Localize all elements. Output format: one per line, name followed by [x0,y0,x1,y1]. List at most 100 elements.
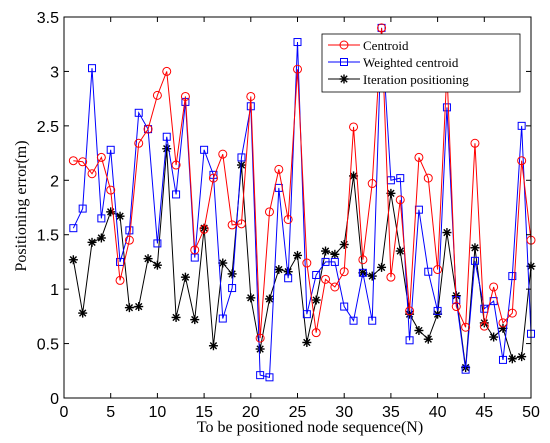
square-marker [293,38,302,47]
star-marker [143,254,153,264]
series-line-centroid [73,27,532,339]
star-marker [106,207,116,217]
circle-marker [367,179,377,189]
square-marker [265,373,274,382]
legend-item-iteration-positioning: Iteration positioning [328,72,469,87]
legend-item-centroid: Centroid [328,38,409,53]
star-marker [274,265,284,275]
square-marker [218,314,227,323]
circle-marker [87,169,97,179]
x-tick-label: 50 [522,404,540,421]
circle-marker [302,258,312,268]
circle-marker [293,64,302,74]
y-tick-label: 0.5 [37,337,59,354]
x-tick-label: 30 [335,404,353,421]
square-marker [321,257,330,266]
star-marker [134,302,144,312]
x-tick-label: 15 [195,404,213,421]
square-marker [302,310,311,319]
circle-marker [143,124,153,134]
circle-marker [414,152,424,162]
y-axis-title: Positioning error(m) [13,140,30,271]
circle-marker [264,207,274,217]
circle-marker [106,185,116,195]
star-marker [302,337,312,347]
star-marker [293,250,302,260]
circle-marker [339,267,349,277]
star-marker [227,269,237,279]
star-marker [180,272,190,282]
star-marker [246,293,256,303]
square-marker [330,257,339,266]
square-marker [172,190,181,199]
legend-label: Iteration positioning [363,72,469,87]
square-marker [125,226,134,235]
legend: Centroid Weighted centroid Iteration posit… [321,33,521,93]
x-tick-label: 40 [429,404,447,421]
star-marker [255,344,265,354]
star-marker [395,246,405,256]
circle-marker [461,322,471,332]
square-marker [340,302,349,311]
star-marker [68,255,78,265]
star-marker [507,354,517,364]
circle-marker [162,66,172,76]
y-tick-label: 3 [50,64,59,81]
square-marker [461,365,470,374]
star-marker [377,262,387,272]
y-tick-label: 2.5 [37,119,59,136]
star-marker [190,315,200,325]
square-marker [470,256,479,265]
square-marker [312,270,321,279]
square-marker [97,214,106,223]
y-tick-label: 1 [50,282,59,299]
circle-marker [321,274,331,284]
square-marker [228,284,237,293]
series-layer [68,23,536,382]
star-marker [171,312,181,322]
circle-marker [498,318,508,328]
square-marker [480,304,489,313]
x-tick-label: 0 [60,404,69,421]
square-marker [162,132,171,141]
circle-marker [171,160,181,170]
circle-marker [451,302,461,312]
square-marker [69,224,78,233]
star-marker [208,341,218,351]
legend-box [321,33,521,93]
circle-marker [311,328,321,338]
square-marker [349,316,358,325]
circle-marker [115,275,125,285]
square-marker [517,121,526,130]
y-tick-label: 1.5 [37,228,59,245]
square-marker [358,268,367,277]
square-marker [237,153,246,162]
legend-label: Weighted centroid [363,55,459,70]
legend-item-weighted-centroid: Weighted centroid [328,55,459,70]
x-axis-title: To be positioned node sequence(N) [197,419,423,436]
circle-marker [124,235,134,245]
star-marker [96,233,106,243]
star-marker [321,246,331,256]
square-marker [78,204,87,213]
square-marker [405,336,414,345]
series-centroid [68,23,536,343]
square-marker [424,267,433,276]
square-marker [153,239,162,248]
circle-marker [68,156,78,166]
y-tick-label: 0 [50,391,59,408]
star-marker [87,237,97,247]
y-tick-label: 2 [50,173,59,190]
x-tick-label: 25 [289,404,307,421]
square-marker [508,272,517,281]
circle-marker [78,157,88,167]
square-marker [256,371,265,380]
star-marker [264,294,274,304]
circle-marker [96,152,106,162]
circle-marker [507,308,517,318]
circle-marker [330,282,340,292]
star-marker [414,326,424,336]
star-marker [78,308,88,318]
star-marker [218,258,228,268]
circle-marker [489,282,499,292]
